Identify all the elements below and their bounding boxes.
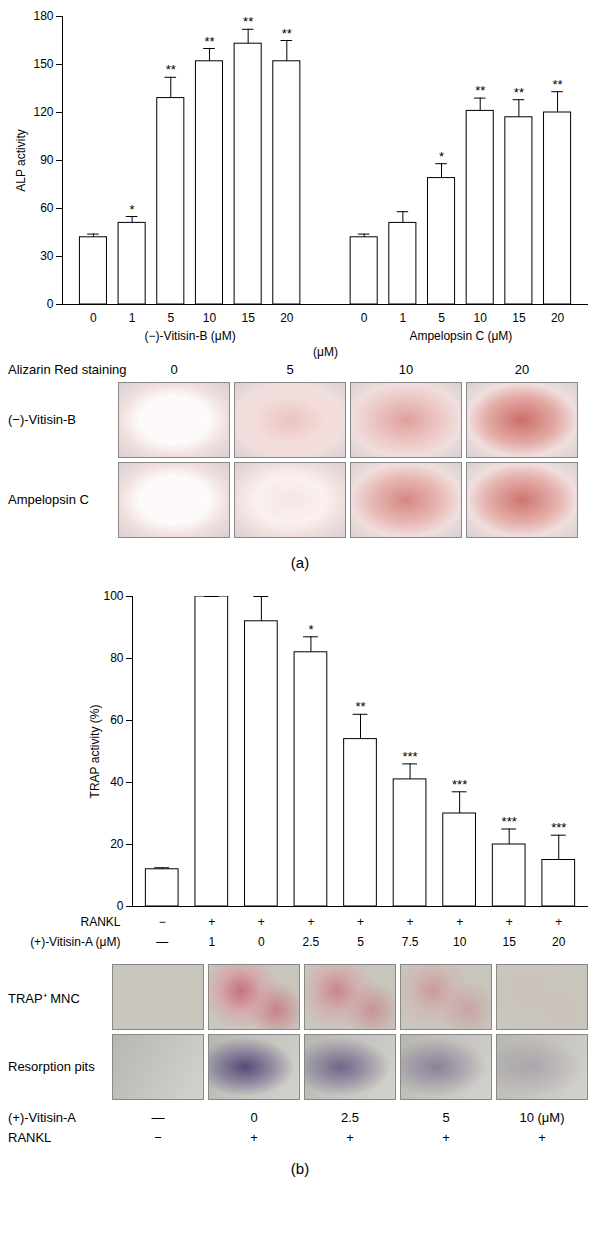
svg-text:10: 10: [474, 311, 488, 325]
html-text:(−)-Vitisin-B: (−)-Vitisin-B: [8, 412, 76, 427]
svg-text:15: 15: [512, 311, 526, 325]
svg-text:40: 40: [110, 775, 124, 789]
svg-text:90: 90: [40, 153, 54, 167]
svg-text:**: **: [355, 699, 365, 714]
svg-text:*: *: [439, 149, 444, 164]
svg-text:***: ***: [452, 777, 467, 792]
html-text:(a): (a): [290, 554, 310, 571]
svg-text:20: 20: [280, 311, 294, 325]
svg-text:+: +: [307, 915, 314, 929]
html-text:0: 0: [250, 1110, 258, 1125]
svg-text:**: **: [204, 34, 214, 49]
svg-text:20: 20: [110, 837, 124, 851]
svg-text:15: 15: [241, 311, 255, 325]
svg-text:**: **: [166, 62, 176, 77]
svg-text:RANKL: RANKL: [80, 915, 120, 929]
svg-text:30: 30: [40, 249, 54, 263]
svg-text:+: +: [407, 915, 414, 929]
html-text:2.5: 2.5: [341, 1110, 359, 1125]
html-text:Ampelopsin C: Ampelopsin C: [8, 492, 89, 507]
svg-text:180: 180: [33, 9, 53, 23]
svg-text:20: 20: [552, 935, 566, 949]
svg-text:10: 10: [203, 311, 217, 325]
svg-text:**: **: [514, 85, 524, 100]
svg-text:+: +: [506, 915, 513, 929]
html-text:(+)-Vitisin-A: (+)-Vitisin-A: [8, 1110, 76, 1125]
html-text:(b): (b): [290, 1160, 310, 1177]
svg-text:−: −: [159, 915, 166, 929]
svg-text:*: *: [130, 202, 135, 217]
html-text:RANKL: RANKL: [8, 1130, 52, 1145]
svg-text:Ampelopsin C (μM): Ampelopsin C (μM): [409, 329, 512, 343]
svg-text:80: 80: [110, 651, 124, 665]
svg-text:+: +: [456, 915, 463, 929]
svg-text:**: **: [243, 14, 253, 29]
svg-text:0: 0: [47, 297, 54, 311]
svg-text:5: 5: [357, 935, 364, 949]
html-text:10 (μM): 10 (μM): [519, 1110, 565, 1125]
svg-text:(+)-Vitisin-A (μM): (+)-Vitisin-A (μM): [30, 935, 120, 949]
svg-text:10: 10: [453, 935, 467, 949]
html-text:Alizarin Red staining: Alizarin Red staining: [8, 362, 127, 377]
svg-text:ALP activity: ALP activity: [14, 129, 28, 191]
svg-text:5: 5: [438, 311, 445, 325]
svg-text:0: 0: [258, 935, 265, 949]
html-text:TRAP⁺ MNC: TRAP⁺ MNC: [8, 991, 80, 1006]
svg-text:***: ***: [551, 820, 566, 835]
html-text:5: 5: [442, 1110, 450, 1125]
svg-text:120: 120: [33, 105, 53, 119]
svg-text:**: **: [475, 83, 485, 98]
svg-text:*: *: [308, 622, 313, 637]
html-text:5: 5: [286, 362, 294, 377]
svg-text:TRAP activity (%): TRAP activity (%): [88, 705, 102, 799]
html-text:0: 0: [170, 362, 178, 377]
svg-text:1: 1: [208, 935, 215, 949]
svg-text:150: 150: [33, 57, 53, 71]
svg-text:0: 0: [117, 899, 124, 913]
html-text:Resorption pits: Resorption pits: [8, 1059, 95, 1074]
svg-text:—: —: [156, 935, 168, 949]
html-text:20: 20: [514, 362, 530, 377]
svg-text:**: **: [552, 77, 562, 92]
svg-text:15: 15: [503, 935, 517, 949]
svg-text:60: 60: [40, 201, 54, 215]
svg-text:0: 0: [90, 311, 97, 325]
svg-text:20: 20: [551, 311, 565, 325]
svg-text:100: 100: [103, 589, 123, 603]
html-text:10: 10: [398, 362, 414, 377]
svg-text:+: +: [555, 915, 562, 929]
svg-text:1: 1: [129, 311, 136, 325]
svg-text:+: +: [208, 915, 215, 929]
svg-text:5: 5: [167, 311, 174, 325]
svg-text:60: 60: [110, 713, 124, 727]
svg-text:(μM): (μM): [313, 345, 338, 359]
svg-text:1: 1: [400, 311, 407, 325]
svg-text:***: ***: [402, 749, 417, 764]
svg-text:(−)-Vitisin-B (μM): (−)-Vitisin-B (μM): [145, 329, 236, 343]
svg-text:0: 0: [361, 311, 368, 325]
svg-text:***: ***: [502, 814, 517, 829]
svg-text:**: **: [282, 26, 292, 41]
svg-text:+: +: [357, 915, 364, 929]
svg-text:2.5: 2.5: [303, 935, 320, 949]
svg-text:7.5: 7.5: [402, 935, 419, 949]
svg-text:+: +: [258, 915, 265, 929]
